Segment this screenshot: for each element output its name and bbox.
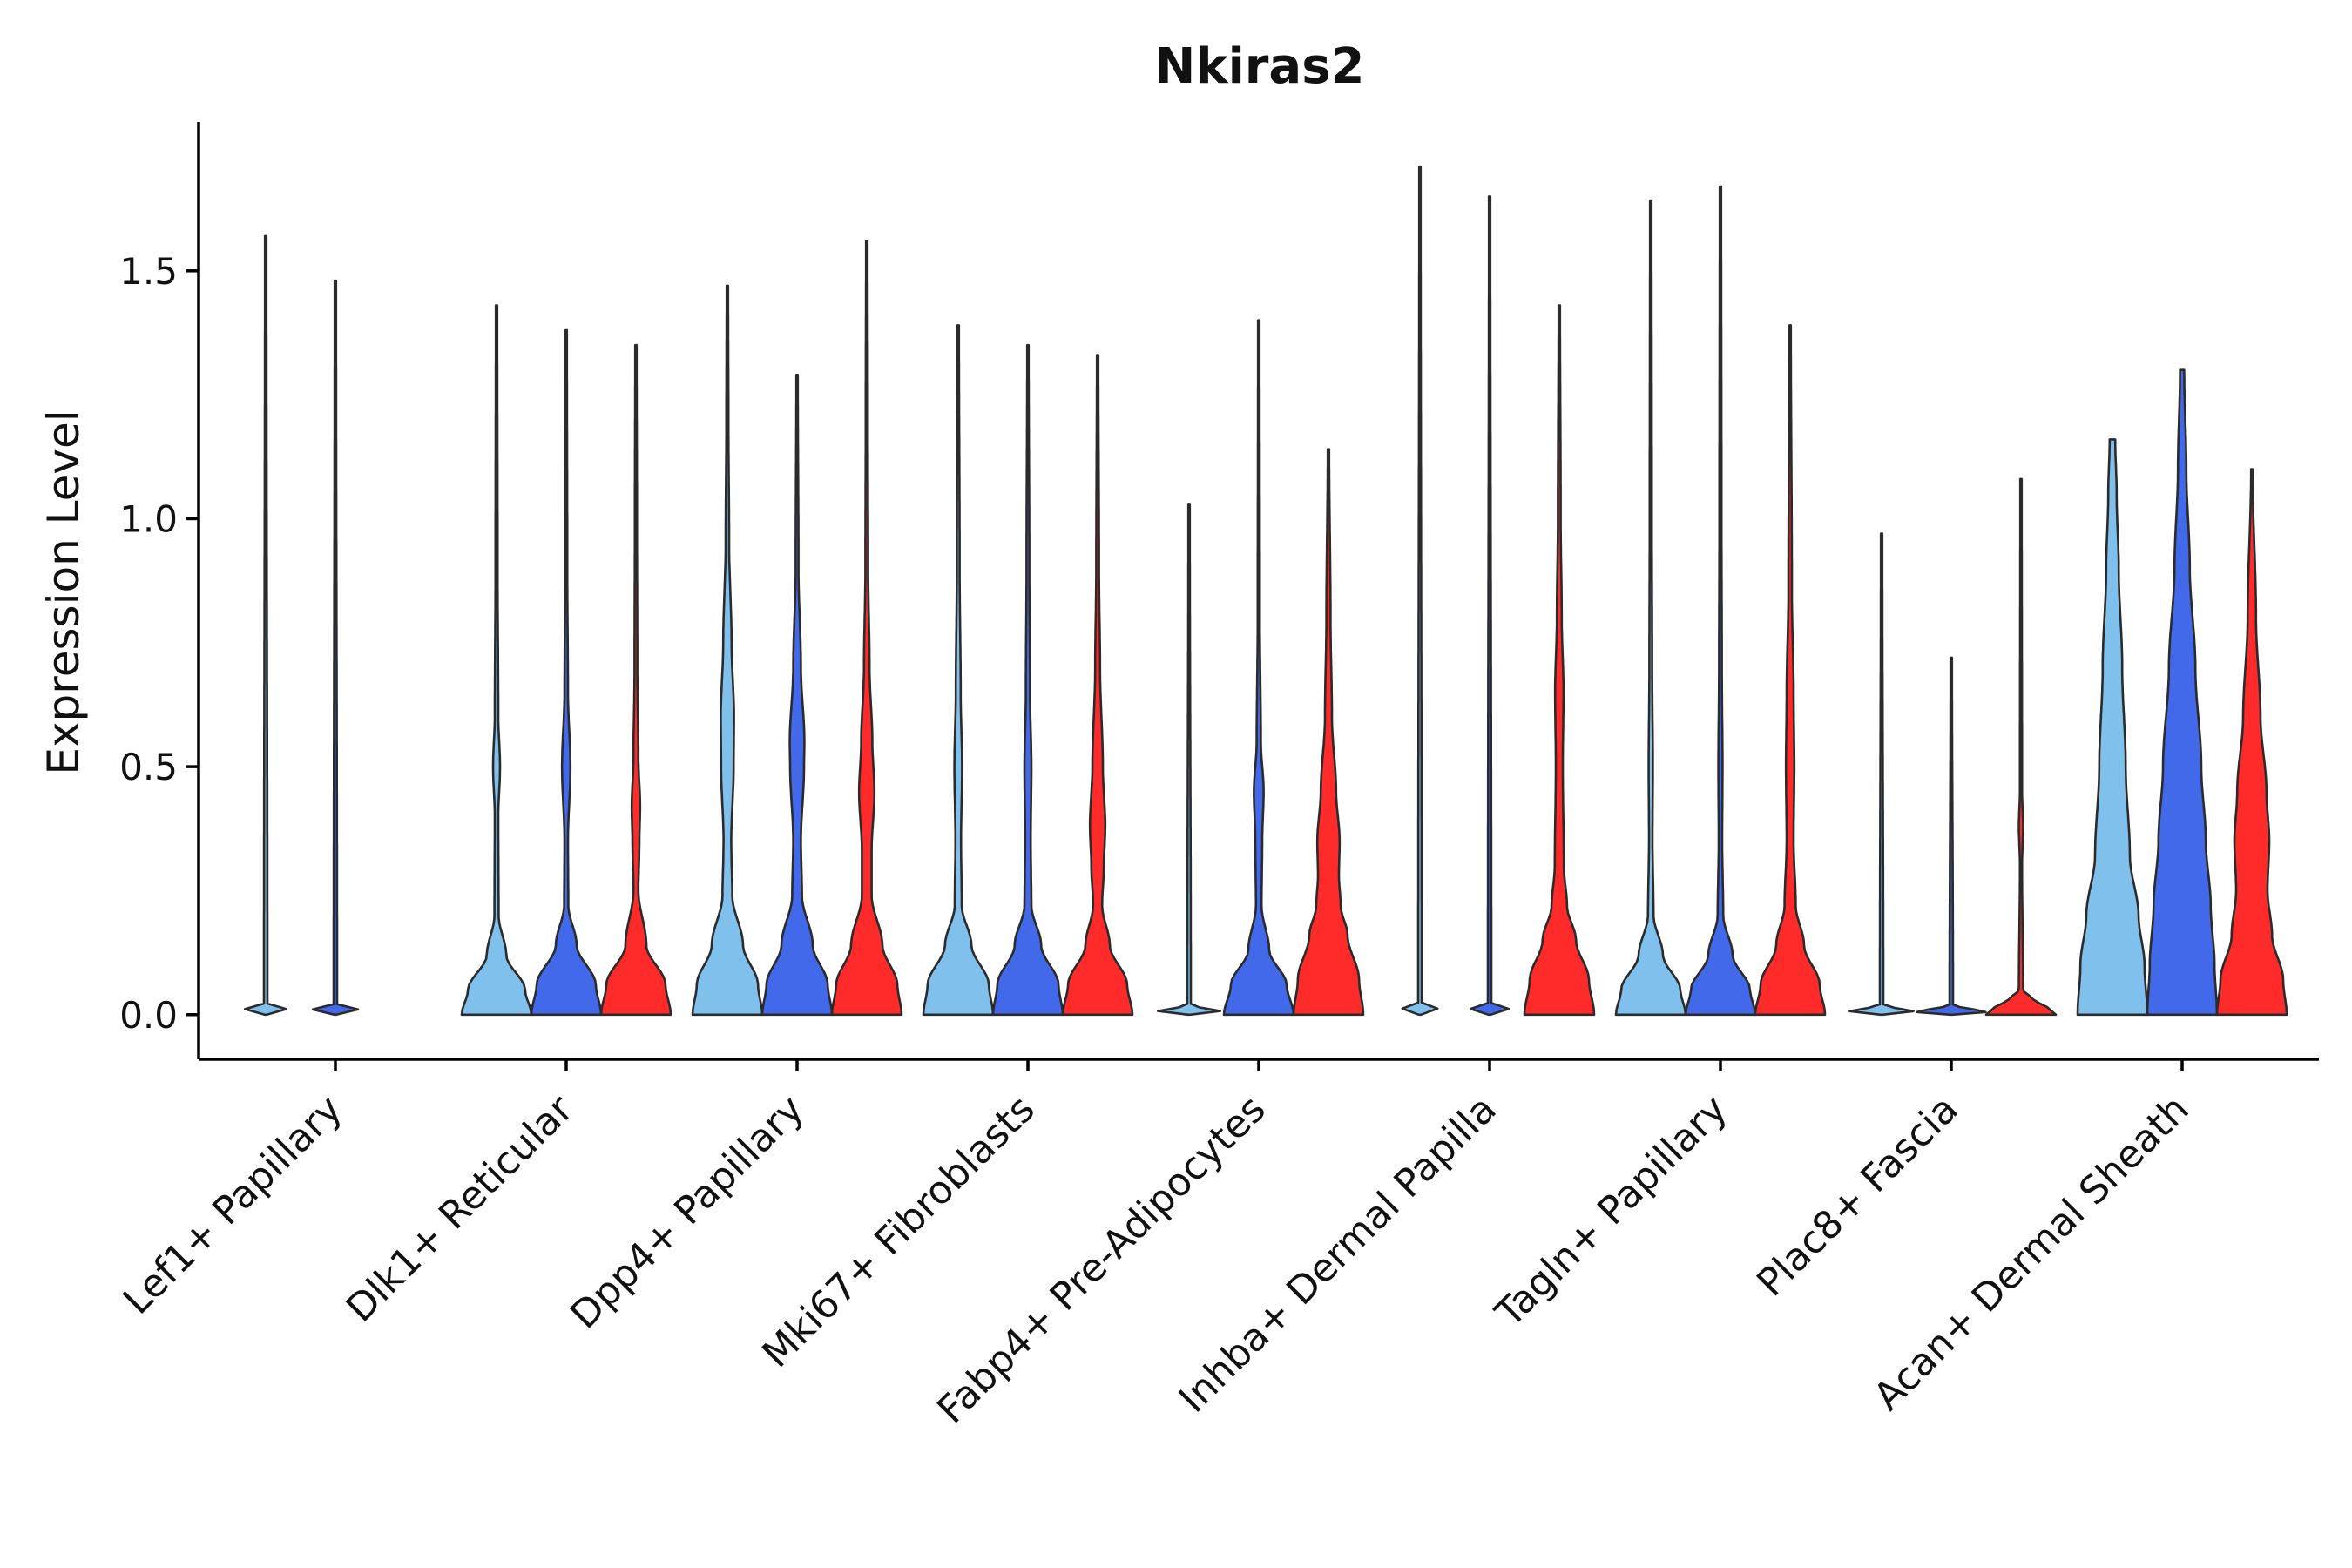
violin-condition-1 [922,324,995,1017]
x-category-label: Dlk1+ Reticular [338,1086,583,1331]
x-category-label: Plac8+ Fascia [1748,1087,1967,1306]
violin-condition-2 [1469,195,1511,1017]
violin-condition-1 [1614,199,1687,1017]
violin-condition-2 [1916,656,1987,1017]
violin-condition-1 [1848,532,1915,1017]
violin-condition-2 [1222,319,1295,1017]
violin-condition-3 [1754,324,1827,1017]
violin-condition-3 [1984,477,2058,1017]
chart-title: Nkiras2 [1154,38,1364,95]
violin-condition-1 [691,284,764,1017]
violin-condition-1 [1401,165,1439,1017]
y-tick-label: 1.5 [119,250,178,293]
violin-condition-2 [2146,368,2219,1017]
violin-condition-3 [1061,354,1134,1017]
violin-condition-3 [2215,468,2288,1017]
y-tick-label: 0.0 [119,994,178,1037]
violin-condition-3 [1292,448,1365,1017]
violins-layer [243,165,2288,1017]
violin-condition-1 [2076,438,2149,1017]
violin-condition-2 [991,343,1064,1017]
violin-condition-2 [1684,185,1757,1017]
y-ticks: 0.0 0.5 1.0 1.5 [119,250,199,1037]
x-category-label: Dpp4+ Papillary [562,1087,813,1338]
y-axis-label: Expression Level [38,409,89,774]
violin-condition-1 [1157,503,1221,1017]
violin-condition-1 [460,304,533,1017]
x-category-label: Tagln+ Papillary [1487,1087,1736,1336]
violin-condition-2 [530,328,603,1017]
y-tick-label: 1.0 [119,497,178,540]
x-category-label: Lef1+ Papillary [115,1087,351,1323]
violin-condition-3 [830,240,903,1017]
violin-condition-2 [311,279,360,1017]
violin-condition-3 [599,343,672,1017]
violin-condition-2 [760,374,834,1017]
violin-condition-3 [1523,304,1596,1017]
y-tick-label: 0.5 [119,746,178,788]
violin-condition-1 [243,234,288,1017]
